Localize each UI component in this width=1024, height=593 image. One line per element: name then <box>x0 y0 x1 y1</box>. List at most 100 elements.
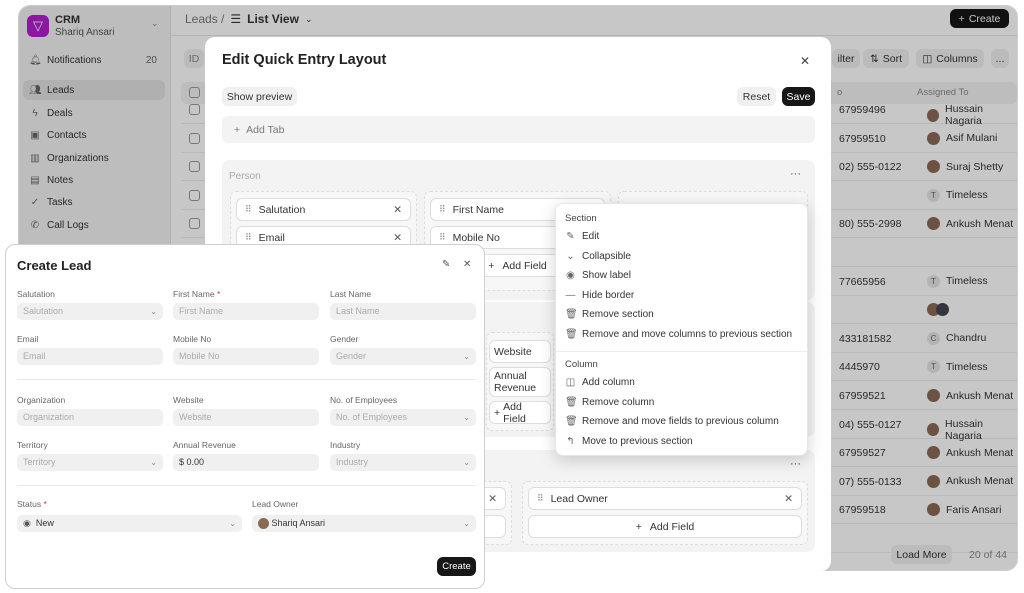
select-all-checkbox[interactable] <box>189 87 200 98</box>
add-field-button[interactable]: + Add Field <box>528 515 802 538</box>
menu-item[interactable]: ✎ Edit <box>565 231 599 242</box>
divider <box>17 379 476 380</box>
sort-button[interactable]: ⇅ Sort <box>863 49 909 68</box>
row-checkbox[interactable] <box>189 104 200 115</box>
check-circle-icon: ✓ <box>30 196 40 208</box>
plus-icon: + <box>488 259 495 272</box>
menu-item[interactable]: 🗑︎ Remove and move fields to previous col… <box>565 416 779 427</box>
drag-handle-icon[interactable]: ⠿ <box>439 232 446 242</box>
sidebar-item-notes[interactable]: ▤ Notes <box>23 170 165 190</box>
field-label: Email <box>258 231 285 244</box>
view-selector[interactable]: List View <box>247 12 299 26</box>
lead-owner-select[interactable]: Shariq Ansari ⌄ <box>252 515 476 532</box>
remove-field-icon[interactable]: ✕ <box>393 203 402 216</box>
reset-button[interactable]: Reset <box>737 87 776 106</box>
row-checkbox[interactable] <box>189 189 200 201</box>
create-lead-submit-button[interactable]: Create <box>437 557 476 576</box>
plus-icon: + <box>958 12 965 25</box>
create-button[interactable]: + Create <box>950 9 1009 28</box>
sidebar-item-tasks[interactable]: ✓ Tasks <box>23 192 165 212</box>
drag-handle-icon[interactable]: ⠿ <box>245 204 252 214</box>
columns-icon: ◫ <box>922 52 933 65</box>
save-button[interactable]: Save <box>782 87 815 106</box>
sidebar-item-leads[interactable]: 👥︎ Leads <box>23 80 165 100</box>
remove-field-icon[interactable]: ✕ <box>784 492 793 505</box>
sidebar-item-organizations[interactable]: ▥ Organizations <box>23 148 165 168</box>
mobile-no-input[interactable]: Mobile No <box>173 348 319 365</box>
sidebar-item-contacts[interactable]: ▣ Contacts <box>23 125 165 145</box>
field-label: Annual Revenue <box>494 370 537 394</box>
assigned-to-cell: T Timeless <box>927 274 988 288</box>
sidebar-item-deals[interactable]: ϟ Deals <box>23 103 165 123</box>
close-icon[interactable]: ✕ <box>800 54 811 68</box>
remove-field-icon[interactable]: ✕ <box>393 231 402 244</box>
phone-cell: 80) 555-2998 <box>839 218 902 231</box>
id-filter-chip[interactable]: ID <box>184 49 204 68</box>
phone-cell: 67959510 <box>839 132 886 145</box>
annual-revenue-input[interactable]: $ 0.00 <box>173 454 319 471</box>
field-annual-revenue[interactable]: Annual Revenue <box>489 367 551 397</box>
section-more-icon[interactable]: ··· <box>790 458 801 470</box>
add-field-button[interactable]: + Add Field <box>489 401 551 425</box>
menu-item[interactable]: ⌄ Collapsible <box>565 251 631 262</box>
mobile-no-label: Mobile No <box>173 334 212 344</box>
section-more-icon[interactable]: ··· <box>790 168 801 180</box>
chevron-down-icon: ⌄ <box>150 307 157 316</box>
sidebar-item-call-logs[interactable]: ✆ Call Logs <box>23 215 165 235</box>
field-salutation[interactable]: ⠿ Salutation ✕ <box>236 198 411 221</box>
field-website[interactable]: Website <box>489 340 551 363</box>
close-icon[interactable]: ✕ <box>463 259 472 270</box>
filter-button[interactable]: ilter <box>832 49 860 68</box>
remove-field-icon[interactable]: ✕ <box>488 492 497 505</box>
industry-select[interactable]: Industry ⌄ <box>330 454 476 471</box>
menu-item[interactable]: 🗑︎ Remove section <box>565 309 654 320</box>
territory-label: Territory <box>17 440 48 450</box>
drag-handle-icon[interactable]: ⠿ <box>439 204 446 214</box>
organization-input[interactable]: Organization <box>17 409 163 426</box>
divider <box>17 485 476 486</box>
menu-item[interactable]: 🗑︎ Remove column <box>565 397 654 408</box>
gender-select[interactable]: Gender ⌄ <box>330 348 476 365</box>
field-lead-owner[interactable]: ⠿ Lead Owner ✕ <box>528 487 802 510</box>
column-header-assigned-to: Assigned To <box>917 87 969 98</box>
territory-select[interactable]: Territory ⌄ <box>17 454 163 471</box>
more-button[interactable]: ... <box>991 49 1009 68</box>
menu-item[interactable]: — Hide border <box>565 290 635 301</box>
website-input[interactable]: Website <box>173 409 319 426</box>
assignee-name: Hussain Nagaria <box>945 417 983 442</box>
assignee-name: Timeless <box>946 360 988 373</box>
drag-handle-icon[interactable]: ⠿ <box>537 493 544 503</box>
trash-icon: 🗑︎ <box>565 309 578 321</box>
email-input[interactable]: Email <box>17 348 163 365</box>
menu-item[interactable]: ◫ Add column <box>565 377 635 388</box>
drag-handle-icon[interactable]: ⠿ <box>245 232 252 242</box>
columns-button[interactable]: ◫ Columns <box>916 49 984 68</box>
show-preview-button[interactable]: Show preview <box>222 87 297 106</box>
add-tab-button[interactable]: + Add Tab <box>222 116 815 143</box>
phone-cell: 67959518 <box>839 504 886 517</box>
assignee-name: Ankush Menat <box>946 475 1014 488</box>
first-name-input[interactable]: First Name <box>173 303 319 320</box>
status-select[interactable]: ◉ New ⌄ <box>17 515 242 532</box>
columns-icon: ◫ <box>565 377 576 388</box>
assignee-name: Faris Ansari <box>946 503 1002 516</box>
menu-item[interactable]: 🗑︎ Remove and move columns to previous se… <box>565 329 792 340</box>
menu-item[interactable]: ↰ Move to previous section <box>565 436 692 447</box>
menu-item[interactable]: ◉ Show label <box>565 270 631 281</box>
add-field-label: Add Field <box>649 520 695 533</box>
chevron-down-icon[interactable]: ⌄ <box>151 18 159 28</box>
row-checkbox[interactable] <box>189 161 200 173</box>
chevron-down-icon[interactable]: ⌄ <box>304 13 313 24</box>
row-count: 20 of 44 <box>969 549 1007 561</box>
row-checkbox[interactable] <box>189 132 200 144</box>
phone-cell: 433181582 <box>839 332 892 345</box>
salutation-select[interactable]: Salutation ⌄ <box>17 303 163 320</box>
no-of-employees-select[interactable]: No. of Employees ⌄ <box>330 409 476 426</box>
last-name-input[interactable]: Last Name <box>330 303 476 320</box>
sidebar-item-notifications[interactable]: 🔔︎ Notifications 20 <box>23 50 165 70</box>
edit-icon[interactable]: ✎ <box>442 259 451 270</box>
assigned-to-cell: Ankush Menat <box>927 389 1013 402</box>
row-checkbox[interactable] <box>189 218 200 230</box>
load-more-button[interactable]: Load More <box>891 545 952 564</box>
breadcrumb-leads[interactable]: Leads / <box>185 12 225 26</box>
